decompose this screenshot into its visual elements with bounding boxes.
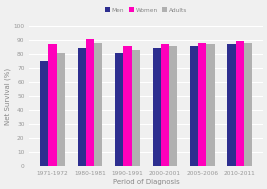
- Bar: [169, 46, 177, 166]
- Bar: [86, 39, 94, 166]
- Bar: [190, 46, 198, 166]
- Bar: [57, 53, 65, 166]
- Bar: [227, 44, 236, 166]
- Bar: [48, 44, 57, 166]
- Bar: [198, 43, 206, 166]
- Bar: [206, 44, 215, 166]
- Bar: [236, 41, 244, 166]
- Bar: [152, 48, 161, 166]
- Bar: [161, 44, 169, 166]
- Bar: [132, 50, 140, 166]
- Bar: [77, 48, 86, 166]
- Bar: [244, 43, 252, 166]
- Bar: [40, 61, 48, 166]
- Legend: Men, Women, Adults: Men, Women, Adults: [103, 5, 189, 15]
- Bar: [115, 53, 123, 166]
- Y-axis label: Net Survival (%): Net Survival (%): [4, 67, 11, 125]
- X-axis label: Period of Diagnosis: Period of Diagnosis: [113, 179, 179, 185]
- Bar: [94, 43, 102, 166]
- Bar: [123, 46, 132, 166]
